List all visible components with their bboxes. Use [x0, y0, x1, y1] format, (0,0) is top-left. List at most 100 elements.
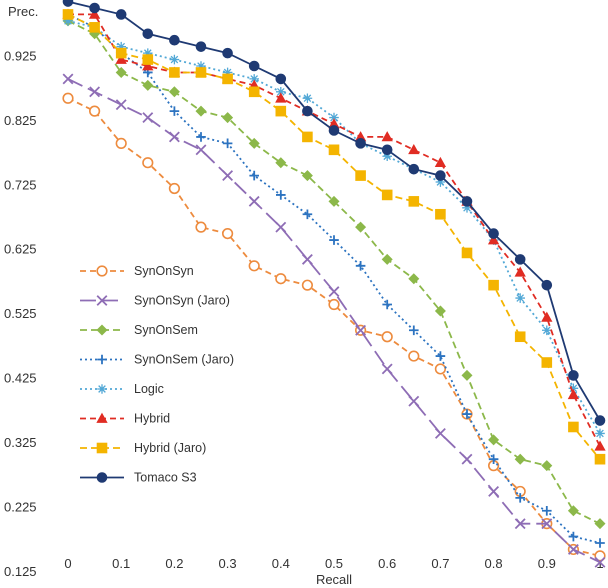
data-point	[62, 0, 74, 7]
data-point	[328, 298, 340, 311]
data-point	[381, 363, 393, 375]
data-point	[595, 538, 605, 548]
data-point	[568, 383, 579, 394]
data-point	[275, 273, 287, 285]
data-point	[487, 234, 500, 245]
data-point	[568, 531, 579, 542]
data-point	[542, 325, 552, 336]
data-point	[196, 61, 206, 71]
data-point	[355, 221, 367, 233]
data-point	[488, 279, 499, 291]
data-point	[541, 460, 553, 472]
data-point	[301, 170, 313, 182]
data-point	[248, 260, 260, 272]
data-point	[248, 60, 260, 72]
data-point	[541, 357, 553, 368]
x-tick-label: 0.7	[431, 556, 449, 571]
x-axis-label: Recall	[316, 572, 352, 587]
data-point	[594, 415, 606, 426]
data-point	[275, 73, 287, 85]
data-point	[329, 112, 339, 123]
data-point	[408, 350, 420, 362]
data-point	[382, 151, 392, 162]
data-point	[408, 273, 420, 285]
legend: SynOnSyn SynOnSyn (Jaro) SynOnSem SynOnSem …	[80, 264, 234, 485]
x-tick-label: 0.6	[378, 556, 396, 571]
data-point	[169, 106, 180, 116]
y-tick-label: 0.625	[4, 242, 37, 257]
legend-marker	[96, 265, 108, 277]
y-tick-label: 0.325	[4, 435, 37, 450]
data-point	[301, 253, 313, 265]
legend-label: Hybrid (Jaro)	[134, 441, 206, 455]
data-point	[515, 293, 525, 303]
data-point	[115, 47, 127, 59]
data-point	[435, 351, 446, 361]
data-point	[567, 388, 580, 400]
data-point	[168, 182, 180, 195]
data-point	[355, 170, 366, 181]
data-point	[355, 138, 366, 149]
data-point	[169, 54, 180, 65]
legend-marker	[96, 472, 108, 483]
series-3	[63, 9, 605, 548]
data-point	[488, 434, 500, 446]
legend-entry: SynOnSyn (Jaro)	[80, 294, 230, 308]
data-point	[382, 299, 392, 310]
data-point	[435, 170, 446, 181]
data-point	[115, 53, 127, 64]
data-point	[434, 305, 446, 317]
data-point	[169, 67, 180, 78]
data-point	[276, 190, 286, 200]
data-point	[302, 131, 313, 143]
data-point	[302, 93, 313, 104]
data-point	[595, 428, 605, 439]
data-point	[435, 177, 446, 187]
data-point	[249, 170, 259, 181]
data-point	[408, 163, 420, 175]
data-point	[408, 395, 420, 407]
data-point	[115, 9, 127, 20]
data-point	[142, 54, 154, 65]
data-point	[381, 131, 393, 142]
data-point	[222, 228, 234, 240]
legend-label: Tomaco S3	[134, 471, 197, 485]
data-point	[142, 60, 154, 71]
data-point	[302, 209, 313, 220]
y-tick-label: 0.225	[4, 500, 37, 515]
data-point	[63, 16, 73, 26]
data-point	[89, 22, 100, 33]
legend-label: SynOnSyn (Jaro)	[134, 294, 230, 308]
data-point	[409, 325, 419, 336]
legend-marker	[96, 412, 108, 423]
data-point	[434, 363, 447, 375]
data-point	[195, 221, 207, 233]
data-point	[434, 427, 446, 439]
data-point	[514, 266, 526, 277]
data-point	[568, 421, 579, 433]
legend-entry: Hybrid	[80, 412, 170, 426]
y-tick-label: 0.125	[4, 564, 37, 579]
data-point	[541, 311, 553, 322]
data-point	[276, 86, 286, 97]
data-point	[514, 331, 526, 343]
data-point	[515, 493, 525, 503]
data-point	[62, 92, 74, 104]
data-point	[222, 112, 234, 124]
data-point	[328, 144, 340, 156]
data-point	[567, 505, 579, 517]
data-point	[542, 505, 552, 516]
data-point	[195, 41, 207, 52]
series-7	[62, 0, 606, 426]
data-point	[462, 203, 472, 213]
y-tick-label: 0.825	[4, 113, 37, 128]
legend-entry: Hybrid (Jaro)	[80, 441, 206, 455]
data-point	[594, 550, 606, 562]
legend-label: Hybrid	[134, 412, 170, 426]
series-line	[67, 13, 601, 460]
series-layer	[62, 0, 606, 568]
data-point	[275, 157, 287, 169]
data-point	[62, 73, 74, 85]
data-point	[329, 235, 339, 245]
data-point	[142, 28, 154, 40]
